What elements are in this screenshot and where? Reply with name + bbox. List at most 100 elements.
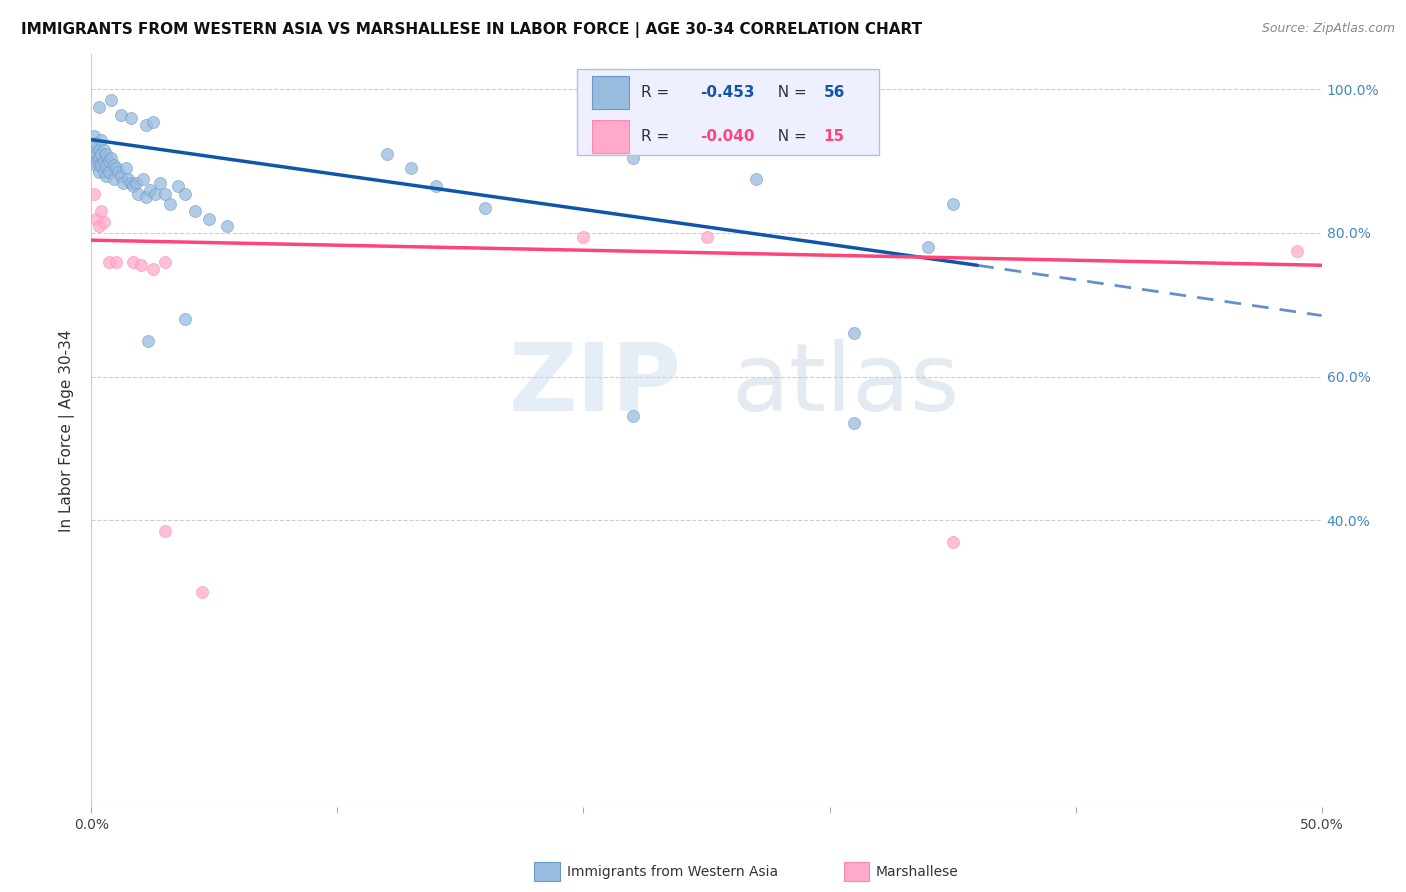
Text: -0.453: -0.453 bbox=[700, 86, 755, 101]
Point bbox=[90, 147, 112, 161]
Text: Source: ZipAtlas.com: Source: ZipAtlas.com bbox=[1261, 22, 1395, 36]
Point bbox=[96, 158, 117, 172]
Point bbox=[93, 215, 115, 229]
Y-axis label: In Labor Force | Age 30-34: In Labor Force | Age 30-34 bbox=[59, 329, 76, 532]
Point bbox=[191, 585, 214, 599]
Point bbox=[120, 111, 142, 125]
Point bbox=[96, 147, 117, 161]
Point bbox=[572, 229, 595, 244]
Point bbox=[87, 158, 110, 172]
Point bbox=[103, 158, 125, 172]
Point bbox=[122, 179, 145, 194]
Point bbox=[87, 219, 110, 233]
Point bbox=[153, 254, 177, 268]
Bar bbox=[592, 77, 628, 110]
Point bbox=[132, 172, 155, 186]
Point bbox=[83, 186, 105, 201]
Point bbox=[122, 254, 145, 268]
Point bbox=[83, 140, 105, 154]
Point bbox=[83, 151, 105, 165]
Point bbox=[174, 312, 197, 326]
Point bbox=[93, 144, 115, 158]
Point bbox=[86, 158, 108, 172]
Point bbox=[621, 151, 644, 165]
Point bbox=[1285, 244, 1308, 258]
Point bbox=[142, 261, 165, 276]
Point bbox=[107, 165, 129, 179]
Point bbox=[621, 409, 644, 423]
Point bbox=[153, 524, 177, 538]
Point bbox=[90, 158, 112, 172]
Point bbox=[103, 172, 125, 186]
Point bbox=[86, 147, 108, 161]
FancyBboxPatch shape bbox=[578, 69, 879, 155]
Point bbox=[87, 151, 110, 165]
Point bbox=[112, 176, 135, 190]
Text: Marshallese: Marshallese bbox=[876, 865, 959, 880]
Point bbox=[198, 211, 221, 226]
Point bbox=[87, 144, 110, 158]
Point bbox=[215, 219, 238, 233]
Text: 15: 15 bbox=[824, 128, 845, 144]
Point bbox=[136, 334, 159, 348]
Text: R =: R = bbox=[641, 128, 675, 144]
Text: 56: 56 bbox=[824, 86, 845, 101]
Text: N =: N = bbox=[768, 128, 811, 144]
Point bbox=[124, 176, 146, 190]
Point bbox=[399, 161, 422, 176]
Point bbox=[139, 183, 162, 197]
Point bbox=[87, 100, 110, 114]
Point bbox=[110, 169, 132, 183]
Point bbox=[105, 254, 127, 268]
Point bbox=[917, 240, 939, 254]
Point bbox=[100, 93, 122, 107]
Point bbox=[97, 154, 120, 169]
Text: ZIP: ZIP bbox=[509, 339, 682, 431]
Point bbox=[174, 186, 197, 201]
Point bbox=[474, 201, 496, 215]
Point bbox=[86, 154, 108, 169]
Point bbox=[145, 186, 166, 201]
Point bbox=[166, 179, 188, 194]
Point bbox=[87, 165, 110, 179]
Point bbox=[375, 147, 398, 161]
Text: N =: N = bbox=[768, 86, 811, 101]
Point bbox=[97, 254, 120, 268]
Point bbox=[941, 534, 963, 549]
Point bbox=[135, 118, 156, 132]
Point bbox=[153, 186, 177, 201]
Point bbox=[425, 179, 447, 194]
Text: Immigrants from Western Asia: Immigrants from Western Asia bbox=[567, 865, 778, 880]
Point bbox=[842, 326, 865, 341]
Text: atlas: atlas bbox=[731, 339, 959, 431]
Point bbox=[159, 197, 181, 211]
Point bbox=[83, 129, 105, 144]
Point bbox=[96, 169, 117, 183]
Point bbox=[842, 416, 865, 430]
Point bbox=[135, 190, 156, 204]
Point bbox=[941, 197, 963, 211]
Point bbox=[90, 204, 112, 219]
Text: -0.040: -0.040 bbox=[700, 128, 755, 144]
Point bbox=[100, 151, 122, 165]
Bar bbox=[592, 120, 628, 153]
Point bbox=[90, 133, 112, 147]
Point bbox=[142, 114, 165, 128]
Point bbox=[127, 186, 149, 201]
Point bbox=[695, 229, 717, 244]
Point bbox=[120, 176, 142, 190]
Point bbox=[114, 161, 138, 176]
Point bbox=[183, 204, 207, 219]
Point bbox=[745, 172, 768, 186]
Point bbox=[117, 172, 139, 186]
Point bbox=[93, 165, 115, 179]
Point bbox=[129, 258, 152, 272]
Text: R =: R = bbox=[641, 86, 675, 101]
Point bbox=[97, 165, 120, 179]
Point bbox=[93, 154, 115, 169]
Point bbox=[149, 176, 172, 190]
Point bbox=[110, 107, 132, 121]
Text: IMMIGRANTS FROM WESTERN ASIA VS MARSHALLESE IN LABOR FORCE | AGE 30-34 CORRELATI: IMMIGRANTS FROM WESTERN ASIA VS MARSHALL… bbox=[21, 22, 922, 38]
Point bbox=[86, 136, 108, 151]
Point bbox=[86, 211, 108, 226]
